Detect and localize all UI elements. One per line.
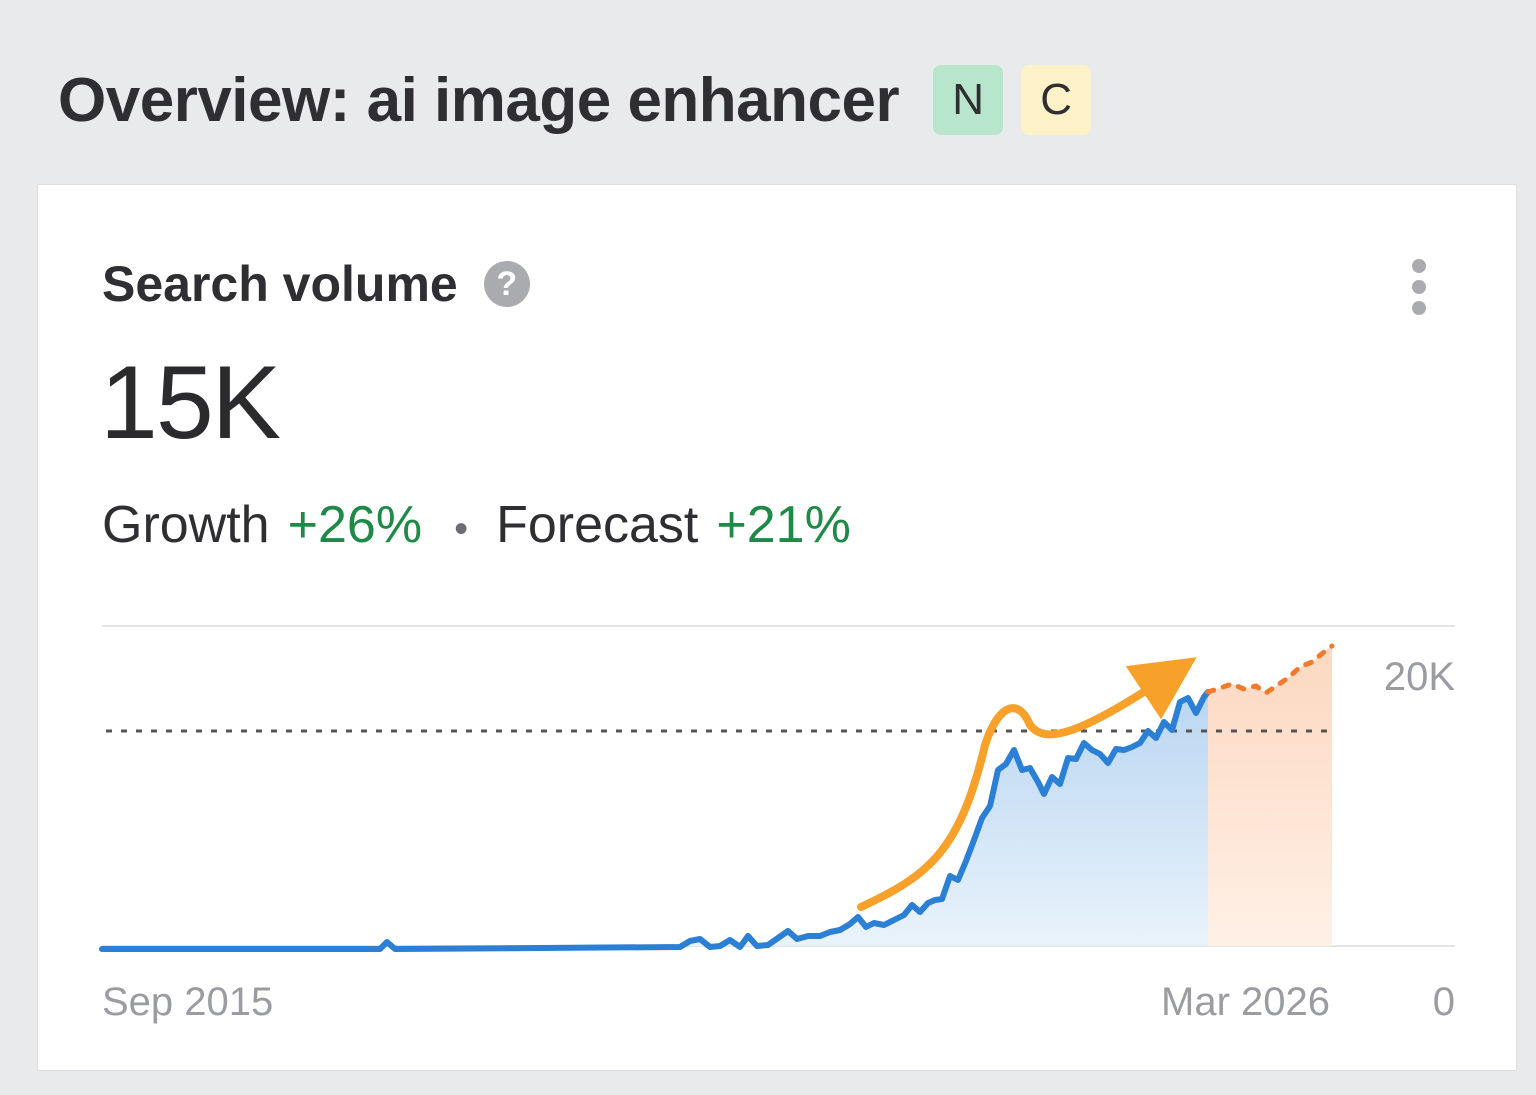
- x-tick-end: Mar 2026: [1161, 980, 1330, 1024]
- menu-dot: [1412, 280, 1426, 294]
- forecast-label: Forecast: [496, 496, 699, 554]
- intent-badge-commercial: C: [1021, 65, 1092, 135]
- history-area: [102, 692, 1208, 949]
- card-header: Search volume ?: [102, 255, 530, 313]
- growth-label: Growth: [102, 496, 270, 554]
- question-circle-icon[interactable]: ?: [483, 261, 530, 307]
- page-title: Overview: ai image enhancer: [58, 65, 900, 135]
- growth-forecast-row: Growth +26% • Forecast +21%: [102, 495, 851, 555]
- intent-badge-navigational: N: [933, 65, 1004, 135]
- separator-dot: •: [454, 507, 469, 551]
- x-tick-start: Sep 2015: [102, 980, 273, 1024]
- growth-value: +26%: [287, 496, 423, 554]
- forecast-line: [1205, 643, 1335, 697]
- menu-dot: [1412, 301, 1426, 315]
- menu-dot: [1412, 259, 1426, 273]
- more-vertical-icon[interactable]: [1404, 259, 1434, 315]
- trend-annotation-arrow: [857, 657, 1197, 911]
- card-title: Search volume: [102, 256, 458, 312]
- y-tick-zero: 0: [1433, 980, 1455, 1024]
- forecast-value: +21%: [716, 496, 851, 554]
- forecast-area: [1208, 646, 1332, 946]
- search-volume-value: 15K: [100, 345, 281, 461]
- y-tick-max: 20K: [1384, 655, 1455, 699]
- history-line: [99, 689, 1211, 952]
- page-header: Overview: ai image enhancer N C: [58, 60, 1092, 140]
